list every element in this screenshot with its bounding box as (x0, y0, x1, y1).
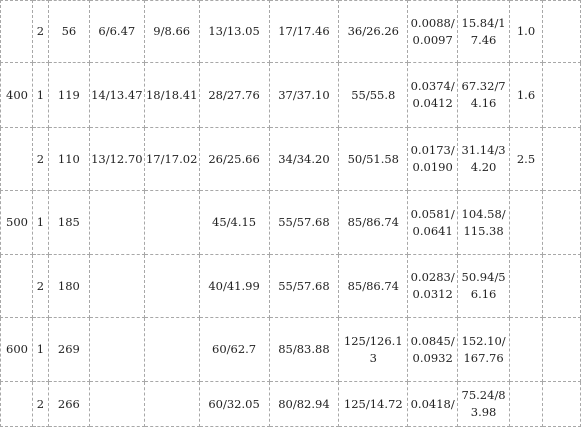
table-cell: 125/126.13 (338, 317, 409, 382)
table-cell: 400 (0, 62, 33, 128)
table-cell (0, 381, 33, 427)
table-row: 2 180 40/41.99 55/57.68 85/86.74 0.0283/0.031… (0, 254, 581, 318)
table-cell: 80/82.94 (268, 381, 340, 427)
table-cell: 2 (31, 0, 49, 63)
table-row: 600 1 269 60/62.7 85/83.88 125/126.13 0.0845/0… (0, 317, 581, 382)
table-cell: 266 (47, 381, 90, 427)
table-cell (509, 190, 543, 255)
table-cell: 0.0581/0.0641 (407, 190, 459, 255)
table-cell: 1.6 (509, 62, 543, 128)
table-cell (88, 381, 145, 427)
table-row: 2 266 60/32.05 80/82.94 125/14.72 0.0418/75.2… (0, 381, 581, 427)
table-cell: 67.32/74.16 (457, 62, 511, 128)
table-cell (0, 127, 33, 191)
table-cell (143, 381, 200, 427)
table-cell: 0.0088/0.0097 (407, 0, 459, 63)
table-cell (541, 381, 581, 427)
table-cell: 28/27.76 (198, 62, 270, 128)
table-cell: 152.10/167.76 (457, 317, 511, 382)
table-cell: 2.5 (509, 127, 543, 191)
table-cell (509, 381, 543, 427)
table-cell: 17/17.02 (143, 127, 200, 191)
table-cell: 2 (31, 254, 49, 318)
table-cell (143, 254, 200, 318)
table-cell: 1 (31, 190, 49, 255)
table-cell: 13/13.05 (198, 0, 270, 63)
table-cell: 60/32.05 (198, 381, 270, 427)
table-cell: 18/18.41 (143, 62, 200, 128)
table-cell (541, 62, 581, 128)
table-row: 2 110 13/12.70 17/17.02 26/25.66 34/34.20 50/5… (0, 127, 581, 191)
table-cell (541, 190, 581, 255)
table-cell: 85/83.88 (268, 317, 340, 382)
table-cell (0, 0, 33, 63)
table-cell: 17/17.46 (268, 0, 340, 63)
table-cell: 37/37.10 (268, 62, 340, 128)
table-cell: 2 (31, 127, 49, 191)
table-cell (88, 190, 145, 255)
table-cell: 55/57.68 (268, 254, 340, 318)
table-cell: 0.0283/0.0312 (407, 254, 459, 318)
table-cell: 119 (47, 62, 90, 128)
table-cell (143, 317, 200, 382)
table-cell: 600 (0, 317, 33, 382)
table-row: 500 1 185 45/4.15 55/57.68 85/86.74 0.0581/0.0… (0, 190, 581, 255)
table-cell (143, 190, 200, 255)
table-cell: 2 (31, 381, 49, 427)
table-cell (0, 254, 33, 318)
table-row: 400 1 119 14/13.47 18/18.41 28/27.76 37/37.10 5… (0, 62, 581, 128)
table-cell: 36/26.26 (338, 0, 409, 63)
table-cell: 45/4.15 (198, 190, 270, 255)
table-cell (509, 254, 543, 318)
table-row: 2 56 6/6.47 9/8.66 13/13.05 17/17.46 36/26.26 0… (0, 0, 581, 63)
table-cell (88, 317, 145, 382)
table-cell (541, 254, 581, 318)
table-cell: 269 (47, 317, 90, 382)
table-cell: 0.0173/0.0190 (407, 127, 459, 191)
table-cell: 15.84/17.46 (457, 0, 511, 63)
table-cell: 26/25.66 (198, 127, 270, 191)
table-cell: 85/86.74 (338, 254, 409, 318)
table-cell: 0.0418/ (407, 381, 459, 427)
table-cell: 31.14/34.20 (457, 127, 511, 191)
table-cell: 1 (31, 317, 49, 382)
table-cell: 180 (47, 254, 90, 318)
table-cell (541, 127, 581, 191)
table-cell: 185 (47, 190, 90, 255)
table-cell: 40/41.99 (198, 254, 270, 318)
table-cell: 55/57.68 (268, 190, 340, 255)
table-cell: 0.0374/0.0412 (407, 62, 459, 128)
table-cell: 6/6.47 (88, 0, 145, 63)
table-cell: 55/55.8 (338, 62, 409, 128)
table-cell (541, 317, 581, 382)
table-cell: 14/13.47 (88, 62, 145, 128)
table-cell: 9/8.66 (143, 0, 200, 63)
table-cell: 0.0845/0.0932 (407, 317, 459, 382)
table-cell: 60/62.7 (198, 317, 270, 382)
table-cell (509, 317, 543, 382)
table-cell: 50/51.58 (338, 127, 409, 191)
table-cell: 1.0 (509, 0, 543, 63)
table-cell: 500 (0, 190, 33, 255)
table-cell: 34/34.20 (268, 127, 340, 191)
table-cell (541, 0, 581, 63)
table-cell: 50.94/56.16 (457, 254, 511, 318)
table-cell: 85/86.74 (338, 190, 409, 255)
table-cell: 75.24/83.98 (457, 381, 511, 427)
table-cell: 13/12.70 (88, 127, 145, 191)
table-cell (88, 254, 145, 318)
table-cell: 56 (47, 0, 90, 63)
table-cell: 125/14.72 (338, 381, 409, 427)
table-cell: 110 (47, 127, 90, 191)
table-cell: 1 (31, 62, 49, 128)
table-cell: 104.58/115.38 (457, 190, 511, 255)
